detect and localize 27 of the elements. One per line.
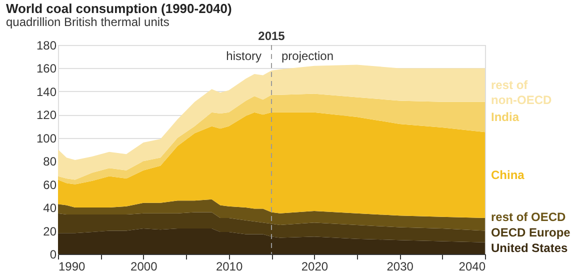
y-tick-label: 80 (43, 154, 57, 169)
y-tick-label: 20 (43, 224, 57, 238)
series-label: rest of OECD (491, 210, 566, 224)
series-label: China (491, 168, 525, 182)
series-label: rest of non-OECD (491, 78, 552, 108)
annotation: history (226, 49, 262, 63)
x-tick-label: 2010 (216, 260, 243, 274)
x-tick-label: 2000 (130, 260, 158, 274)
series-label: OECD Europe (491, 226, 571, 240)
x-tick-label: 1990 (58, 260, 86, 274)
annotation: projection (282, 49, 334, 63)
x-tick-label: 2020 (301, 260, 328, 274)
ref-line-label: 2015 (258, 29, 286, 43)
y-tick-label: 60 (43, 178, 57, 192)
y-tick-label: 0 (50, 248, 57, 262)
chart-subtitle: quadrillion British thermal units (6, 15, 170, 29)
y-tick-label: 160 (36, 62, 57, 76)
chart-title: World coal consumption (1990-2040) (6, 1, 232, 16)
y-tick-label: 180 (36, 38, 57, 52)
y-tick-label: 140 (36, 84, 57, 99)
x-tick-label: 2030 (386, 260, 414, 274)
y-tick-label: 120 (36, 108, 57, 122)
x-tick-label: 2040 (458, 260, 486, 274)
series-label: India (491, 110, 520, 124)
y-tick-label: 40 (43, 201, 57, 216)
y-tick-label: 100 (36, 131, 57, 146)
series-label: United States (491, 241, 568, 256)
